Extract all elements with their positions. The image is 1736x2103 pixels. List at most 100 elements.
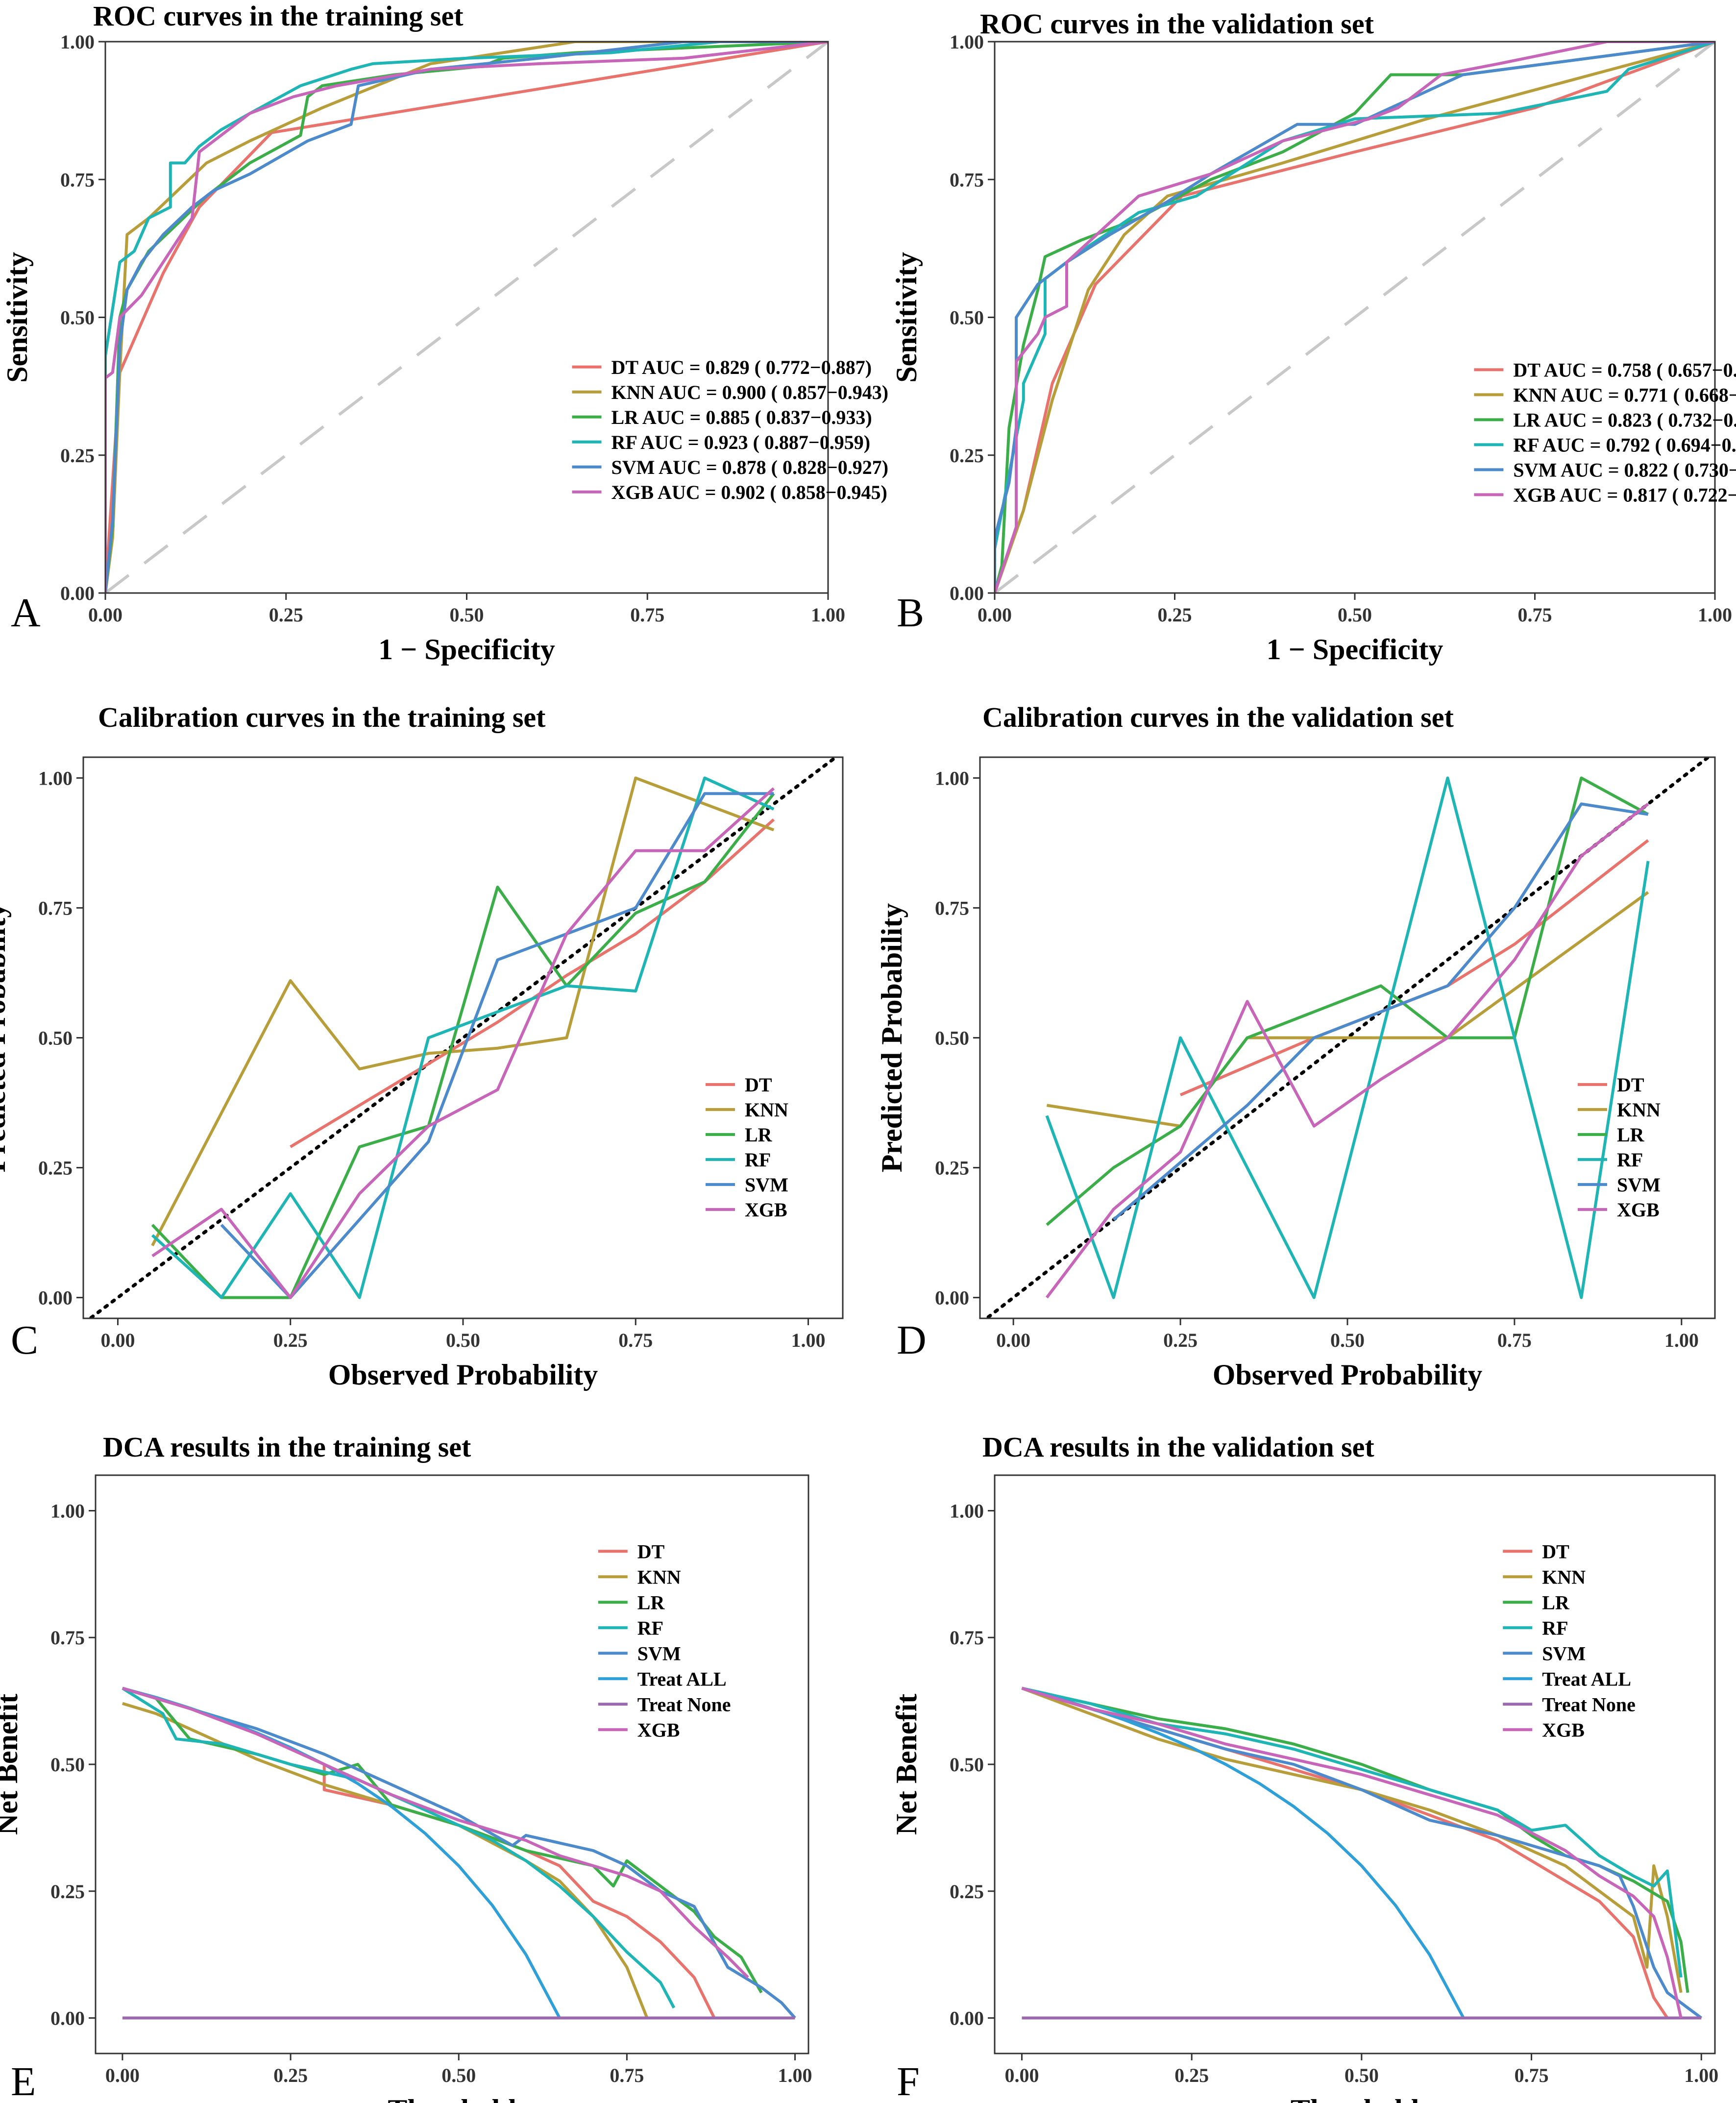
series-line-knn bbox=[151, 776, 775, 1246]
y-tick-label: 0.50 bbox=[50, 1754, 85, 1776]
panel-d: Calibration curves in the validation set… bbox=[876, 701, 1716, 1391]
x-tick-label: 0.50 bbox=[441, 2064, 476, 2086]
series-line-xgb bbox=[105, 42, 828, 593]
y-tick-label: 1.00 bbox=[950, 1500, 984, 1522]
perfect-calibration-line bbox=[87, 757, 839, 1318]
series-line-svm bbox=[1021, 1686, 1703, 2019]
series-line-rf bbox=[105, 42, 828, 593]
legend-label-rf: RF bbox=[637, 1617, 663, 1639]
y-tick-label: 0.00 bbox=[60, 582, 95, 604]
x-tick-label: 0.50 bbox=[1338, 604, 1372, 626]
legend-label-knn: KNN bbox=[745, 1099, 788, 1121]
x-tick-label: 0.75 bbox=[610, 2064, 644, 2086]
legend-label-svm: SVM bbox=[637, 1642, 681, 1664]
x-axis-label: Threshold bbox=[1291, 2094, 1419, 2103]
y-axis-label: Sensitivity bbox=[890, 252, 923, 383]
series-line-rf bbox=[122, 1687, 676, 2009]
y-tick-label: 0.00 bbox=[935, 1287, 969, 1309]
x-tick-label: 0.25 bbox=[273, 1329, 308, 1351]
y-tick-label: 0.25 bbox=[60, 445, 95, 467]
x-axis-label: 1 − Specificity bbox=[1267, 633, 1443, 666]
legend-label-svm: SVM AUC = 0.878 ( 0.828−0.927) bbox=[611, 456, 889, 478]
legend: DT AUC = 0.829 ( 0.772−0.887) KNN AUC = 0… bbox=[572, 356, 889, 503]
legend-label-rf: RF AUC = 0.792 ( 0.694−0.890) bbox=[1513, 434, 1736, 456]
legend-label-xgb: XGB bbox=[1542, 1719, 1585, 1741]
y-tick-label: 0.25 bbox=[50, 1880, 85, 1903]
x-tick-label: 1.00 bbox=[1664, 1329, 1699, 1351]
y-tick-label: 0.00 bbox=[950, 2007, 984, 2029]
x-tick-label: 0.75 bbox=[1515, 2064, 1549, 2086]
y-tick-label: 0.50 bbox=[950, 307, 984, 329]
legend-label-dt: DT AUC = 0.829 ( 0.772−0.887) bbox=[611, 356, 872, 378]
x-tick-label: 0.75 bbox=[1497, 1329, 1532, 1351]
series-line-svm bbox=[220, 792, 774, 1299]
y-tick-label: 0.25 bbox=[935, 1157, 969, 1179]
series-line-rf bbox=[151, 776, 775, 1299]
legend-label-svm: SVM AUC = 0.822 ( 0.730−0.913) bbox=[1513, 459, 1736, 481]
panel-letter: A bbox=[11, 590, 41, 636]
y-tick-label: 0.75 bbox=[50, 1627, 85, 1649]
y-tick-label: 1.00 bbox=[60, 31, 95, 53]
series-line-xgb bbox=[995, 42, 1715, 593]
x-tick-label: 1.00 bbox=[811, 604, 845, 626]
legend-label-treat-none: Treat None bbox=[1542, 1693, 1636, 1715]
y-axis-label: Sensitivity bbox=[1, 252, 33, 383]
legend-label-xgb: XGB bbox=[745, 1199, 787, 1221]
panel-c-title: Calibration curves in the training set bbox=[98, 701, 546, 733]
y-tick-label: 1.00 bbox=[38, 767, 73, 789]
legend-label-rf: RF AUC = 0.923 ( 0.887−0.959) bbox=[611, 431, 871, 453]
legend-label-knn: KNN AUC = 0.771 ( 0.668−0.873) bbox=[1513, 384, 1736, 406]
legend-label-dt: DT bbox=[745, 1074, 772, 1096]
legend-label-svm: SVM bbox=[1617, 1174, 1661, 1196]
panel-letter: D bbox=[897, 1317, 927, 1363]
series-line-svm bbox=[122, 1686, 796, 2019]
y-tick-label: 0.75 bbox=[950, 169, 984, 191]
panel-letter: C bbox=[11, 1317, 38, 1363]
legend-label-lr: LR bbox=[1542, 1591, 1570, 1613]
series-line-lr bbox=[151, 792, 775, 1299]
y-tick-label: 0.75 bbox=[60, 169, 95, 191]
x-tick-label: 0.25 bbox=[1174, 2064, 1209, 2086]
x-tick-label: 0.50 bbox=[1345, 2064, 1379, 2086]
series-line-lr bbox=[995, 42, 1715, 593]
legend-label-lr: LR bbox=[637, 1591, 665, 1613]
x-tick-label: 0.50 bbox=[450, 604, 484, 626]
y-tick-label: 1.00 bbox=[950, 31, 984, 53]
legend-label-lr: LR bbox=[1617, 1124, 1645, 1146]
x-tick-label: 1.00 bbox=[1698, 604, 1732, 626]
legend-label-xgb: XGB bbox=[637, 1719, 680, 1741]
x-tick-label: 0.00 bbox=[978, 604, 1012, 626]
legend-label-rf: RF bbox=[1542, 1617, 1568, 1639]
x-tick-label: 0.25 bbox=[273, 2064, 308, 2086]
y-axis-label: Net Benefit bbox=[890, 1694, 923, 1835]
legend-label-dt: DT bbox=[637, 1540, 665, 1562]
panel-letter: E bbox=[11, 2059, 36, 2103]
panel-b-title: ROC curves in the validation set bbox=[980, 8, 1374, 40]
legend-label-dt: DT bbox=[1542, 1540, 1569, 1562]
legend-label-lr: LR AUC = 0.885 ( 0.837−0.933) bbox=[611, 406, 872, 428]
y-axis-label: Predicted Probability bbox=[0, 903, 11, 1172]
series-line-rf bbox=[995, 42, 1715, 593]
series-line-svm bbox=[105, 42, 828, 593]
x-tick-label: 0.25 bbox=[1163, 1329, 1198, 1351]
legend-label-knn: KNN bbox=[1617, 1099, 1661, 1121]
panel-letter: F bbox=[897, 2059, 920, 2103]
x-tick-label: 0.50 bbox=[446, 1329, 480, 1351]
legend-label-dt: DT bbox=[1617, 1074, 1644, 1096]
panel-a-title: ROC curves in the training set bbox=[93, 0, 464, 32]
y-tick-label: 0.75 bbox=[935, 897, 969, 919]
legend-label-svm: SVM bbox=[1542, 1642, 1586, 1664]
legend-label-knn: KNN bbox=[1542, 1566, 1586, 1588]
legend: DT KNN LR RF SVM XGB bbox=[706, 1074, 788, 1221]
x-tick-label: 0.75 bbox=[618, 1329, 653, 1351]
x-axis-label: Observed Probability bbox=[328, 1359, 598, 1391]
y-tick-label: 0.25 bbox=[950, 1880, 984, 1903]
panel-a: ROC curves in the training set A 0.00 0.25 0… bbox=[1, 0, 888, 666]
x-tick-label: 0.25 bbox=[269, 604, 303, 626]
y-tick-label: 1.00 bbox=[935, 767, 969, 789]
x-tick-label: 0.00 bbox=[1004, 2064, 1039, 2086]
legend-label-dt: DT AUC = 0.758 ( 0.657−0.859) bbox=[1513, 359, 1736, 381]
x-tick-label: 0.00 bbox=[105, 2064, 140, 2086]
x-tick-label: 1.00 bbox=[1684, 2064, 1718, 2086]
